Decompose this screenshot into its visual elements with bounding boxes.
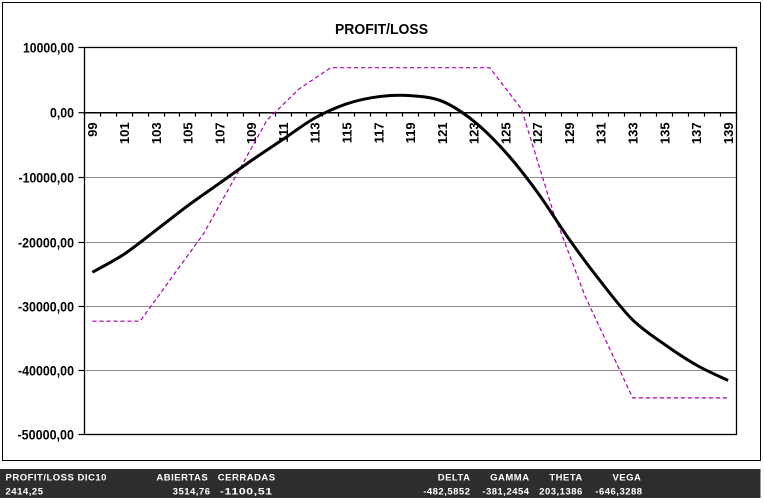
svg-text:-646,3288: -646,3288 [595,487,642,498]
svg-text:2414,25: 2414,25 [6,487,44,498]
svg-text:-10000,00: -10000,00 [19,170,75,186]
svg-text:135: 135 [657,122,672,144]
svg-text:THETA: THETA [549,473,582,484]
svg-text:10000,00: 10000,00 [23,40,74,56]
svg-text:-30000,00: -30000,00 [18,299,74,315]
svg-text:121: 121 [435,122,450,144]
svg-text:129: 129 [562,122,577,144]
svg-text:119: 119 [403,122,418,143]
svg-text:115: 115 [340,122,355,143]
svg-text:-1100,51: -1100,51 [220,487,273,498]
svg-text:103: 103 [149,122,164,144]
svg-text:113: 113 [308,122,323,143]
svg-text:131: 131 [594,122,609,144]
svg-text:GAMMA: GAMMA [490,473,529,484]
svg-text:-40000,00: -40000,00 [18,363,74,379]
svg-text:-381,2454: -381,2454 [482,487,530,498]
svg-text:105: 105 [181,122,196,144]
svg-text:99: 99 [85,122,100,136]
svg-text:123: 123 [467,122,482,144]
svg-text:133: 133 [626,122,641,144]
svg-text:107: 107 [212,122,227,144]
svg-text:ABIERTAS: ABIERTAS [156,473,208,484]
svg-text:3514,76: 3514,76 [173,487,211,498]
svg-text:PROFIT/LOSS: PROFIT/LOSS [335,22,428,38]
svg-text:101: 101 [117,122,132,144]
svg-text:117: 117 [371,122,386,143]
svg-text:0,00: 0,00 [50,105,74,121]
svg-text:109: 109 [244,122,259,144]
svg-text:139: 139 [721,122,736,144]
svg-text:125: 125 [498,122,513,144]
svg-text:VEGA: VEGA [612,473,641,484]
svg-text:127: 127 [530,122,545,144]
svg-text:DELTA: DELTA [438,473,471,484]
svg-text:137: 137 [689,122,704,144]
svg-text:-482,5852: -482,5852 [423,487,470,498]
svg-text:203,1386: 203,1386 [539,487,583,498]
svg-text:-20000,00: -20000,00 [18,235,74,251]
svg-text:CERRADAS: CERRADAS [218,473,276,484]
svg-text:-50000,00: -50000,00 [18,427,75,443]
svg-text:PROFIT/LOSS DIC10: PROFIT/LOSS DIC10 [6,473,107,484]
